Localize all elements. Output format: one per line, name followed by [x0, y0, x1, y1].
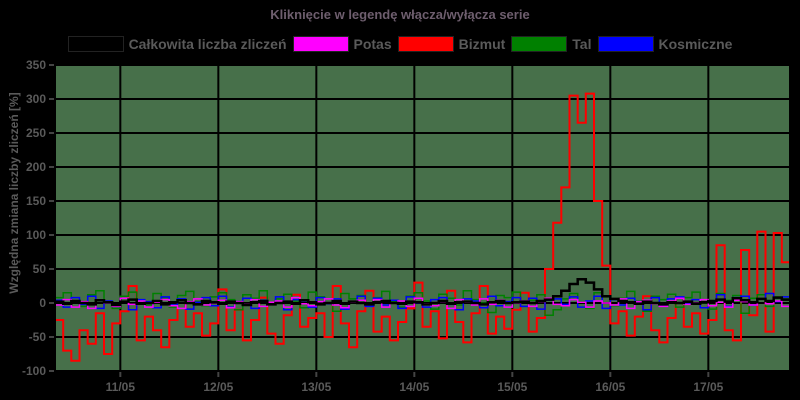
- legend-item-1[interactable]: Potas: [292, 36, 392, 52]
- legend-item-0[interactable]: Całkowita liczba zliczeń: [67, 36, 287, 52]
- legend-swatch-icon[interactable]: [397, 36, 454, 52]
- legend-item-4[interactable]: Kosmiczne: [597, 36, 733, 52]
- legend-swatch-icon[interactable]: [511, 36, 568, 52]
- y-tick-label: 250: [26, 126, 46, 140]
- y-tick-label: 50: [33, 262, 47, 276]
- y-tick-label: 350: [26, 58, 46, 72]
- legend-label: Całkowita liczba zliczeń: [128, 36, 287, 52]
- y-tick-label: 100: [26, 228, 46, 242]
- x-tick-label: 11/05: [106, 380, 136, 394]
- x-tick-label: 13/05: [301, 380, 331, 394]
- legend-label: Bizmut: [458, 36, 506, 52]
- y-tick-label: 200: [26, 160, 46, 174]
- x-tick-label: 16/05: [595, 380, 625, 394]
- y-tick-label: -50: [29, 330, 47, 344]
- legend-label: Kosmiczne: [658, 36, 733, 52]
- legend-item-3[interactable]: Tal: [511, 36, 592, 52]
- legend-label: Tal: [572, 36, 592, 52]
- y-tick-label: 300: [26, 92, 46, 106]
- legend-swatch-icon[interactable]: [597, 36, 654, 52]
- chart-legend: Całkowita liczba zliczeń Potas Bizmut Tal Ko…: [0, 36, 800, 52]
- x-tick-label: 14/05: [399, 380, 429, 394]
- x-tick-label: 12/05: [203, 380, 233, 394]
- y-tick-label: 0: [39, 296, 46, 310]
- legend-swatch-icon[interactable]: [67, 36, 124, 52]
- plot-border: [54, 64, 791, 372]
- x-tick-label: 17/05: [693, 380, 723, 394]
- legend-swatch-icon[interactable]: [292, 36, 349, 52]
- chart-title: Kliknięcie w legendę włącza/wyłącza seri…: [270, 7, 530, 22]
- y-tick-label: -100: [22, 364, 46, 378]
- legend-item-2[interactable]: Bizmut: [397, 36, 506, 52]
- series-ca-kowita-liczba-zlicze-: [55, 277, 790, 307]
- legend-label: Potas: [353, 36, 392, 52]
- x-tick-label: 15/05: [497, 380, 527, 394]
- y-tick-label: 150: [26, 194, 46, 208]
